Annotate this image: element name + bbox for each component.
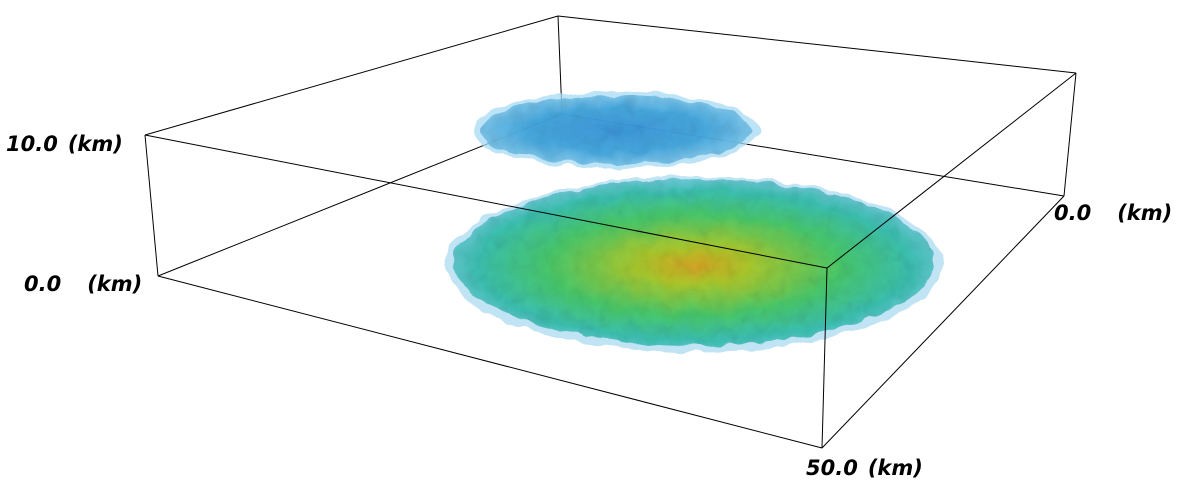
- axis-value: 50.0: [806, 456, 858, 480]
- axis-value: 0.0: [24, 272, 62, 296]
- axis-label-z-bottom: 0.0 (km): [24, 274, 142, 295]
- axis-value: 10.0: [6, 132, 58, 156]
- axis-label-x-end: 50.0 (km): [806, 458, 923, 479]
- axis-value: 0.0: [1054, 201, 1092, 225]
- upper-anomaly-body: [473, 92, 759, 168]
- lower-anomaly-body: [446, 176, 942, 352]
- axis-unit: (km): [67, 132, 123, 156]
- axis-unit: (km): [1117, 201, 1173, 225]
- bounding-box-front-edges: [144, 72, 1077, 449]
- axis-unit: (km): [87, 272, 143, 296]
- axis-unit: (km): [867, 456, 923, 480]
- axis-label-z-top: 10.0 (km): [6, 134, 123, 155]
- axis-label-y-origin: 0.0 (km): [1054, 203, 1172, 224]
